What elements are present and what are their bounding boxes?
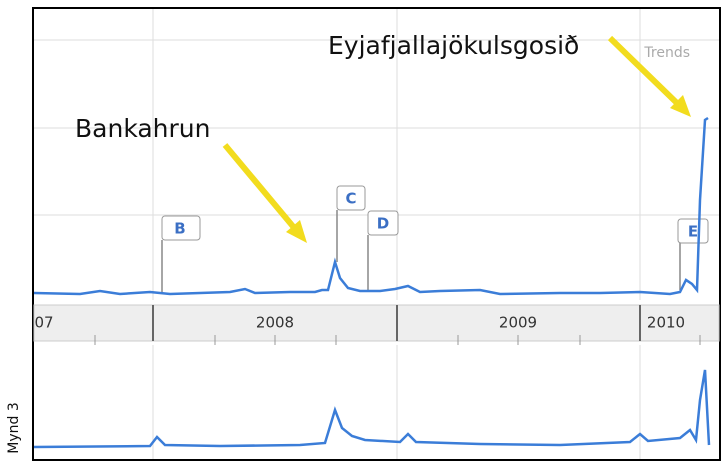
axis-label: 2010 xyxy=(647,314,685,332)
flags xyxy=(161,185,709,244)
trend-line xyxy=(33,116,709,296)
grid xyxy=(34,9,719,459)
axis-label: 07 xyxy=(34,314,53,332)
flag-label: B xyxy=(174,220,185,238)
arrows xyxy=(222,35,691,243)
watermark: Trends xyxy=(643,45,690,61)
ticks xyxy=(94,335,701,345)
axis-label: 2008 xyxy=(256,314,294,332)
axis-band xyxy=(33,304,720,342)
axis-dividers xyxy=(152,305,641,341)
flag-label: D xyxy=(377,215,389,233)
flag-poles xyxy=(161,210,681,293)
annotation: Bankahrun xyxy=(75,114,211,143)
flag-label: E xyxy=(688,223,698,241)
annotation: Eyjafjallajökulsgosið xyxy=(328,31,579,60)
caption: Mynd 3 xyxy=(6,402,22,453)
volume-line xyxy=(33,369,711,449)
flag-label: C xyxy=(345,190,356,208)
axis-label: 2009 xyxy=(499,314,537,332)
